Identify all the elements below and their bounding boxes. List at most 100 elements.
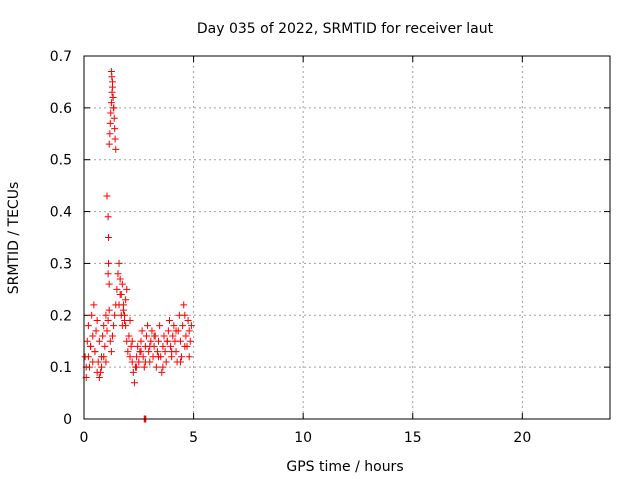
y-tick-label: 0.3 [50,256,72,272]
data-point [113,285,121,293]
y-tick-label: 0 [63,412,72,428]
data-point [87,342,95,350]
data-point [105,306,113,314]
data-point [179,322,187,330]
data-point [160,332,168,340]
x-tick-label: 5 [189,430,198,446]
y-tick-label: 0.1 [50,360,72,376]
data-point [99,332,107,340]
data-point [134,342,142,350]
data-point [95,374,103,382]
data-point [169,332,177,340]
data-point [98,363,106,371]
data-point [124,348,132,356]
data-point [137,348,145,356]
data-point [106,130,114,138]
data-point [83,337,91,345]
data-point [105,234,113,241]
data-point [107,99,115,107]
y-tick-label: 0.5 [50,153,72,169]
data-point [105,140,113,148]
data-point [140,363,148,371]
data-point [111,135,119,143]
data-point [90,301,98,309]
data-point [108,332,116,340]
data-point [93,368,101,376]
data-point [158,368,166,376]
data-point [84,353,92,361]
data-point [155,337,163,345]
data-point [144,322,152,330]
data-point [119,306,127,314]
data-point [129,368,137,376]
data-point [106,337,114,345]
data-point [91,348,99,356]
data-point [125,332,133,340]
data-point [110,104,118,112]
data-point [116,291,124,299]
data-point [146,342,154,350]
plot-frame [83,55,611,420]
data-point [105,280,113,288]
data-point [180,301,188,309]
data-point [155,353,163,361]
data-point [122,296,130,304]
data-point [110,114,118,122]
data-point [107,348,115,356]
data-point [114,270,122,278]
data-point [116,275,124,283]
data-point [172,327,180,335]
y-tick-label: 0.6 [50,101,72,117]
data-point [184,316,192,324]
data-point [104,213,112,221]
data-point [89,358,97,366]
data-point [123,285,131,293]
data-points [81,68,195,423]
data-point [117,311,125,319]
y-tick-label: 0.2 [50,308,72,324]
y-axis-label: SRMTID / TECUs [6,182,22,295]
x-tick-label: 0 [80,430,89,446]
data-point [163,337,171,345]
data-point [126,353,134,361]
data-point [135,358,143,366]
chart-title: Day 035 of 2022, SRMTID for receiver lau… [197,21,494,37]
data-point [100,322,108,330]
data-point [88,311,96,319]
x-axis-label: GPS time / hours [286,459,403,475]
data-point [145,348,153,356]
data-point [112,145,120,153]
data-point [118,322,126,330]
data-point [104,316,112,324]
data-point [121,316,129,324]
data-point [92,327,100,335]
data-point [162,358,170,366]
data-point [181,311,189,319]
y-tick-label: 0.7 [50,49,72,65]
data-point [102,311,110,319]
x-tick-label: 20 [513,430,531,446]
data-point [110,322,118,330]
data-point [108,73,116,81]
data-point [152,363,160,371]
data-point [128,337,136,345]
axis-ticks: 0 0.1 0.2 0.3 0.4 0.5 0.6 0.7 0 5 10 15 20 [50,49,610,446]
data-point [103,327,111,335]
data-point [138,327,146,335]
data-point [139,353,147,361]
data-point [187,322,195,330]
data-point [101,342,109,350]
data-point [165,316,173,324]
data-point [170,322,178,330]
data-point [182,332,190,340]
data-point [109,93,117,101]
data-point [167,342,175,350]
data-point [118,280,126,288]
data-point [148,327,156,335]
data-point [164,327,172,335]
y-tick-label: 0.4 [50,205,72,221]
data-point [161,348,169,356]
data-point [95,337,103,345]
x-tick-label: 10 [294,430,312,446]
data-point [106,119,114,127]
